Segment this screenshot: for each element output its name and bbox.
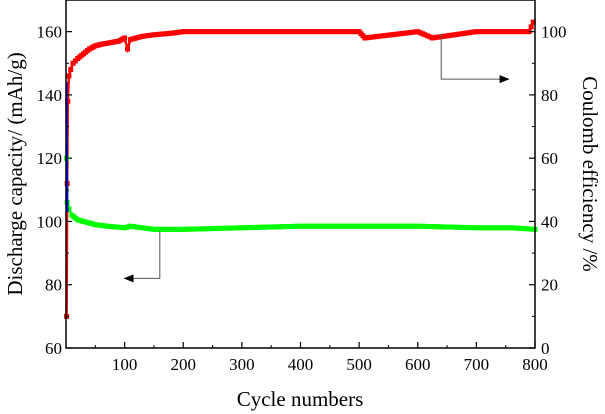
y-right-tick-label: 60 (541, 149, 558, 168)
data-point (65, 98, 71, 104)
x-tick-label: 700 (464, 355, 490, 374)
series-initial-cycles (65, 82, 69, 213)
x-tick-label: 600 (405, 355, 431, 374)
y-left-tick-label: 120 (37, 149, 63, 168)
data-point (68, 67, 74, 73)
y-right-tick-label: 100 (541, 23, 567, 42)
y-left-tick-label: 140 (37, 86, 63, 105)
series-coulomb-efficiency (64, 19, 536, 319)
data-point (125, 46, 131, 52)
x-tick-label: 800 (522, 355, 548, 374)
series-line (65, 158, 536, 231)
data-point (528, 24, 534, 30)
x-axis-title: Cycle numbers (237, 387, 364, 411)
y-left-tick-label: 160 (37, 23, 63, 42)
x-tick-label: 300 (229, 355, 255, 374)
y-right-axis-title: Coulomb efficiency /% (578, 76, 602, 272)
data-point (66, 206, 72, 212)
data-point (122, 35, 128, 41)
y-left-tick-label: 80 (45, 276, 62, 295)
y-right-tick-label: 0 (541, 339, 550, 358)
efficiency-arrow (440, 34, 510, 84)
data-point (530, 19, 536, 25)
series-discharge-capacity (64, 155, 538, 232)
capacity-arrow (123, 230, 161, 283)
y-left-tick-label: 60 (45, 339, 62, 358)
data-point (66, 73, 72, 79)
initial-cycles-line (65, 82, 69, 213)
x-tick-label: 400 (288, 355, 314, 374)
y-left-axis-title: Discharge capacity/ (mAh/g) (3, 52, 27, 295)
x-tick-label: 500 (346, 355, 372, 374)
tick-layer: 100 200 300 400 500 600 700 8006080100120140160… (37, 23, 567, 374)
x-tick-label: 200 (171, 355, 197, 374)
annotation-layer (123, 34, 510, 283)
y-right-tick-label: 20 (541, 276, 558, 295)
y-right-tick-label: 80 (541, 86, 558, 105)
series-layer (64, 19, 538, 319)
plot-frame (65, 0, 536, 349)
y-left-tick-label: 100 (37, 212, 63, 231)
y-right-tick-label: 40 (541, 212, 558, 231)
x-tick-label: 100 (112, 355, 138, 374)
series-line (65, 21, 535, 317)
